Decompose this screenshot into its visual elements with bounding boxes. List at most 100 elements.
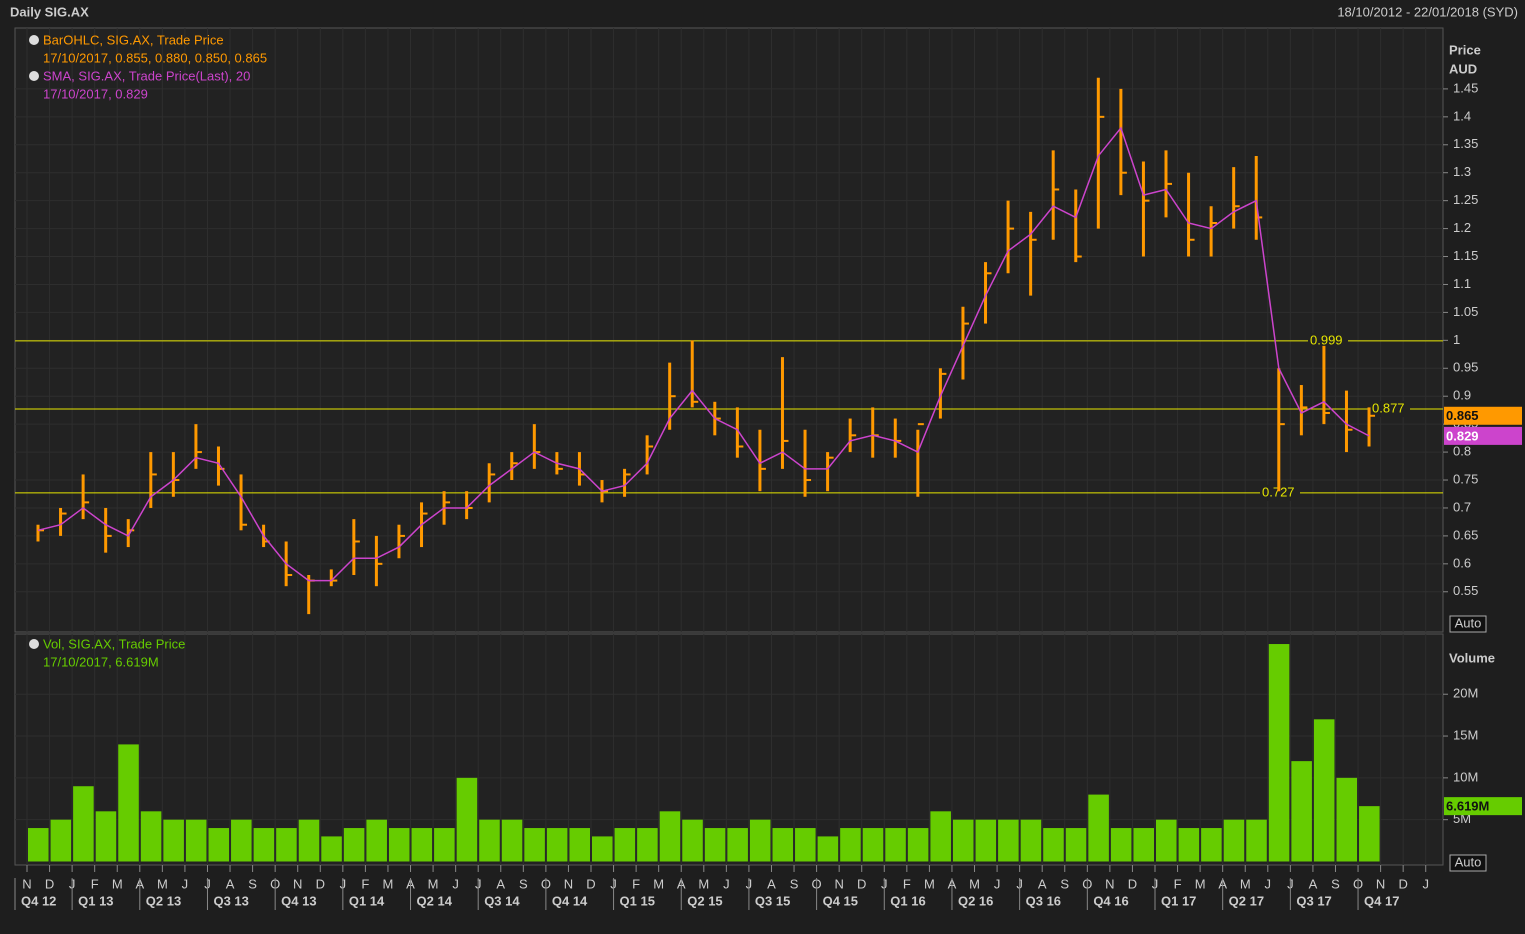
volume-bar xyxy=(456,777,478,862)
volume-bar xyxy=(930,811,951,862)
y-tick-label: 0.65 xyxy=(1453,527,1478,542)
last-value-badge xyxy=(1444,406,1522,425)
volume-bar xyxy=(524,828,545,862)
volume-bar xyxy=(1201,828,1222,862)
x-tick-label: A xyxy=(496,876,505,891)
y-tick-label: 20M xyxy=(1453,686,1478,701)
level-label-bg xyxy=(1370,401,1410,418)
volume-bar xyxy=(208,828,230,862)
volume-bar xyxy=(840,828,861,862)
quarter-label: Q4 14 xyxy=(552,893,588,908)
y-tick-label: 10M xyxy=(1453,769,1478,784)
volume-bar xyxy=(366,819,387,862)
quarter-label: Q4 12 xyxy=(21,893,56,908)
x-tick-label: J xyxy=(723,876,730,891)
legend-value: 17/10/2017, 6.619M xyxy=(43,654,159,669)
y-tick-label: 1.45 xyxy=(1453,80,1478,95)
quarter-label: Q3 15 xyxy=(755,893,790,908)
volume-bar xyxy=(682,819,703,862)
volume-bar xyxy=(1043,828,1064,862)
x-tick-label: M xyxy=(969,876,980,891)
volume-bar xyxy=(637,828,658,862)
x-tick-label: F xyxy=(632,876,640,891)
volume-bar xyxy=(163,819,184,862)
volume-bar xyxy=(614,828,636,862)
y-tick-label: 1.05 xyxy=(1453,304,1478,319)
x-tick-label: D xyxy=(586,876,595,891)
y-tick-label: 0.6 xyxy=(1453,555,1471,570)
quarter-label: Q1 14 xyxy=(349,893,385,908)
x-tick-label: M xyxy=(1240,876,1251,891)
quarter-label: Q1 13 xyxy=(78,893,113,908)
volume-bar xyxy=(975,819,997,862)
y-tick-label: 1.4 xyxy=(1453,108,1471,123)
legend-entry: Vol, SIG.AX, Trade Price xyxy=(43,636,185,651)
volume-bar xyxy=(434,828,455,862)
volume-bar xyxy=(952,819,974,862)
price-panel xyxy=(14,27,1444,633)
legend-icon[interactable] xyxy=(29,639,39,649)
volume-bar xyxy=(795,828,816,862)
volume-bar xyxy=(28,828,49,862)
volume-bar xyxy=(659,811,681,862)
y-tick-label: 1.1 xyxy=(1453,276,1471,291)
volume-bar xyxy=(704,828,726,862)
scale-button[interactable] xyxy=(1449,854,1487,872)
date-range: 18/10/2012 - 22/01/2018 (SYD) xyxy=(1337,4,1518,19)
quarter-label: Q3 14 xyxy=(484,893,520,908)
volume-bar xyxy=(276,828,297,862)
quarter-label: Q4 13 xyxy=(281,893,316,908)
legend-icon[interactable] xyxy=(29,35,39,45)
y-tick-label: 0.9 xyxy=(1453,388,1471,403)
y-tick-label: 15M xyxy=(1453,727,1478,742)
quarter-label: Q3 17 xyxy=(1296,893,1331,908)
x-tick-label: D xyxy=(1398,876,1407,891)
x-tick-label: F xyxy=(903,876,911,891)
quarter-label: Q4 16 xyxy=(1093,893,1128,908)
x-tick-label: A xyxy=(226,876,235,891)
volume-bar xyxy=(1291,761,1312,862)
volume-bar xyxy=(118,744,139,862)
x-tick-label: M xyxy=(428,876,439,891)
quarter-label: Q1 16 xyxy=(890,893,925,908)
volume-bar xyxy=(907,828,929,862)
level-label: 0.727 xyxy=(1262,484,1295,499)
scale-button-label[interactable]: Auto xyxy=(1455,615,1482,630)
volume-bar xyxy=(73,786,94,862)
x-tick-label: F xyxy=(1174,876,1182,891)
x-tick-label: F xyxy=(361,876,369,891)
y-tick-label: 0.55 xyxy=(1453,583,1478,598)
volume-bar xyxy=(569,828,590,862)
sma-line xyxy=(37,126,1370,582)
quarter-label: Q1 17 xyxy=(1161,893,1196,908)
x-tick-label: A xyxy=(1038,876,1047,891)
volume-bar xyxy=(592,836,613,862)
last-value-label: 6.619M xyxy=(1446,799,1489,814)
scale-button-label[interactable]: Auto xyxy=(1455,854,1482,869)
x-tick-label: J xyxy=(182,876,189,891)
volume-bar xyxy=(1359,806,1380,862)
volume-bar xyxy=(1223,819,1245,862)
x-tick-label: J xyxy=(452,876,459,891)
y-tick-label: 0.7 xyxy=(1453,499,1471,514)
quarter-label: Q2 14 xyxy=(417,893,453,908)
volume-bar xyxy=(50,819,72,862)
volume-bar xyxy=(1110,828,1132,862)
y-tick-label: 1.35 xyxy=(1453,136,1478,151)
x-tick-label: M xyxy=(383,876,394,891)
quarter-label: Q4 15 xyxy=(823,893,858,908)
volume-bar xyxy=(501,819,523,862)
x-tick-label: S xyxy=(1331,876,1340,891)
y-tick-label: 0.8 xyxy=(1453,444,1471,459)
legend-icon[interactable] xyxy=(29,71,39,81)
x-tick-label: J xyxy=(994,876,1001,891)
x-tick-label: M xyxy=(1195,876,1206,891)
y-axis-unit: AUD xyxy=(1449,61,1477,76)
x-tick-label: S xyxy=(1060,876,1069,891)
scale-button[interactable] xyxy=(1449,615,1487,633)
volume-bar xyxy=(1065,828,1087,862)
quarter-label: Q3 16 xyxy=(1026,893,1061,908)
y-tick-label: 0.75 xyxy=(1453,471,1478,486)
x-tick-label: F xyxy=(91,876,99,891)
